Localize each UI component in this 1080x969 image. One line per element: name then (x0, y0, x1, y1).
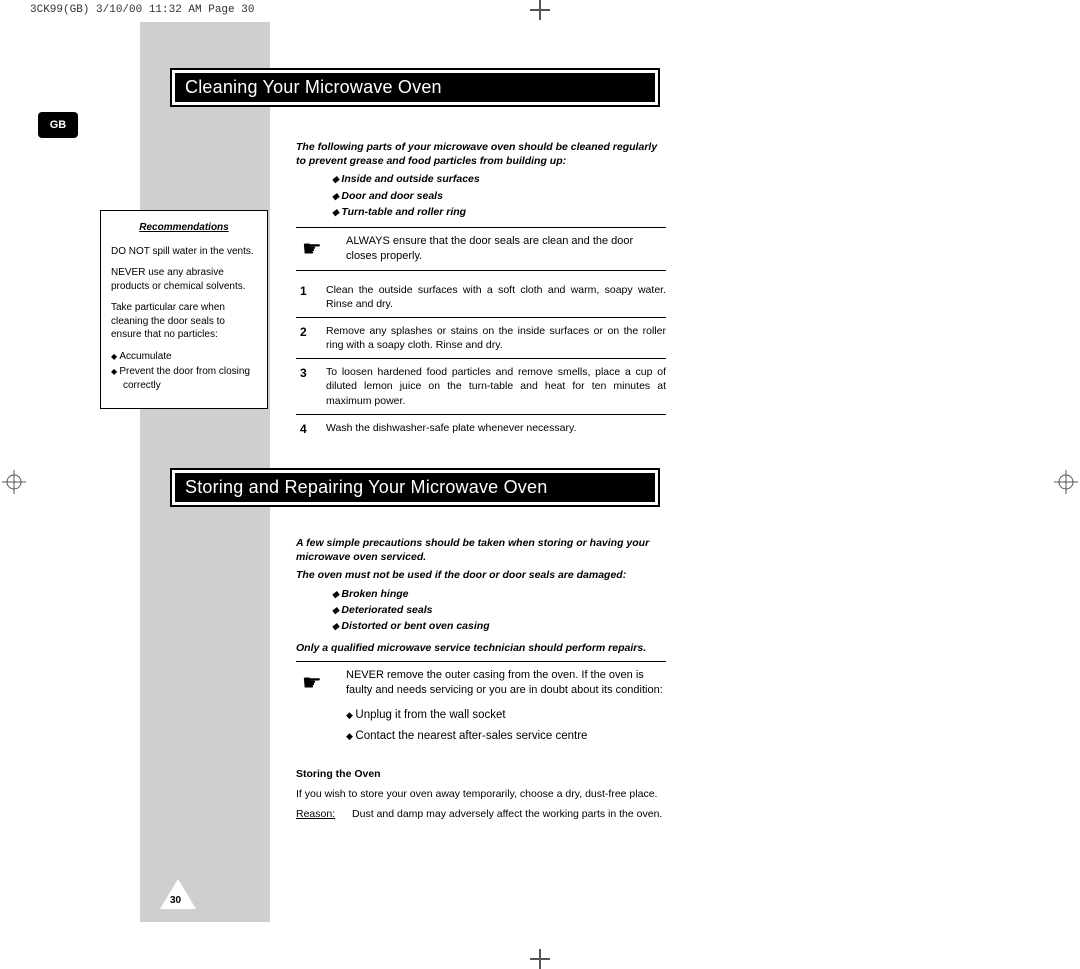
print-header: 3CK99(GB) 3/10/00 11:32 AM Page 30 (30, 4, 254, 16)
step-num: 1 (296, 283, 326, 311)
step-text: To loosen hardened food particles and re… (326, 365, 666, 408)
reason-text: Dust and damp may adversely affect the w… (352, 808, 662, 820)
s1-bullet: Turn-table and roller ring (332, 205, 666, 219)
crop-mark-top (530, 0, 550, 20)
page-number: 30 (170, 895, 181, 906)
step-num: 3 (296, 365, 326, 408)
storing-heading: Storing the Oven (296, 767, 666, 781)
registration-mark-left (2, 470, 26, 494)
reason-line: Reason: Dust and damp may adversely affe… (296, 807, 666, 821)
hand-note-row: ☛ NEVER remove the outer casing from the… (296, 661, 666, 757)
gb-badge: GB (38, 112, 78, 138)
section-title-storing: Storing and Repairing Your Microwave Ove… (170, 468, 660, 507)
hand-note-row: ☛ ALWAYS ensure that the door seals are … (296, 227, 666, 271)
step-text: Wash the dishwasher-safe plate whenever … (326, 421, 666, 437)
storing-text: If you wish to store your oven away temp… (296, 787, 666, 801)
recommendations-heading: Recommendations (111, 221, 257, 235)
rec-p2: NEVER use any abrasive products or chemi… (111, 266, 257, 293)
pointing-hand-icon: ☛ (296, 668, 346, 698)
pointing-hand-icon: ☛ (296, 234, 346, 264)
hand-note-text: ALWAYS ensure that the door seals are cl… (346, 234, 666, 264)
cleaning-steps-table: 1Clean the outside surfaces with a soft … (296, 277, 666, 443)
section-title-text: Cleaning Your Microwave Oven (175, 73, 655, 102)
rec-p3: Take particular care when cleaning the d… (111, 301, 257, 342)
reason-label: Reason: (296, 808, 335, 820)
step-text: Remove any splashes or stains on the ins… (326, 324, 666, 352)
rec-item: Prevent the door from closing correctly (111, 365, 257, 392)
s2-bullet: Distorted or bent oven casing (332, 619, 666, 633)
registration-mark-right (1054, 470, 1078, 494)
section-title-text: Storing and Repairing Your Microwave Ove… (175, 473, 655, 502)
step-num: 4 (296, 421, 326, 437)
section1-intro: The following parts of your microwave ov… (296, 140, 666, 168)
rec-p1: DO NOT spill water in the vents. (111, 245, 257, 259)
crop-mark-bottom (530, 949, 550, 969)
section-title-cleaning: Cleaning Your Microwave Oven (170, 68, 660, 107)
s2-intro3: Only a qualified microwave service techn… (296, 641, 666, 655)
s2-action: Contact the nearest after-sales service … (346, 729, 666, 745)
s2-bullet: Broken hinge (332, 587, 666, 601)
s2-intro1: A few simple precautions should be taken… (296, 536, 666, 564)
step-text: Clean the outside surfaces with a soft c… (326, 283, 666, 311)
s2-action: Unplug it from the wall socket (346, 708, 666, 724)
recommendations-box: Recommendations DO NOT spill water in th… (100, 210, 268, 409)
section1-content: The following parts of your microwave ov… (296, 140, 666, 443)
s2-bullet: Deteriorated seals (332, 603, 666, 617)
s2-intro2: The oven must not be used if the door or… (296, 568, 666, 582)
step-num: 2 (296, 324, 326, 352)
s1-bullet: Inside and outside surfaces (332, 172, 666, 186)
s2-hand-text: NEVER remove the outer casing from the o… (346, 669, 663, 696)
s1-bullet: Door and door seals (332, 189, 666, 203)
rec-item: Accumulate (111, 350, 257, 364)
section2-content: A few simple precautions should be taken… (296, 536, 666, 821)
hand-note-text: NEVER remove the outer casing from the o… (346, 668, 666, 751)
